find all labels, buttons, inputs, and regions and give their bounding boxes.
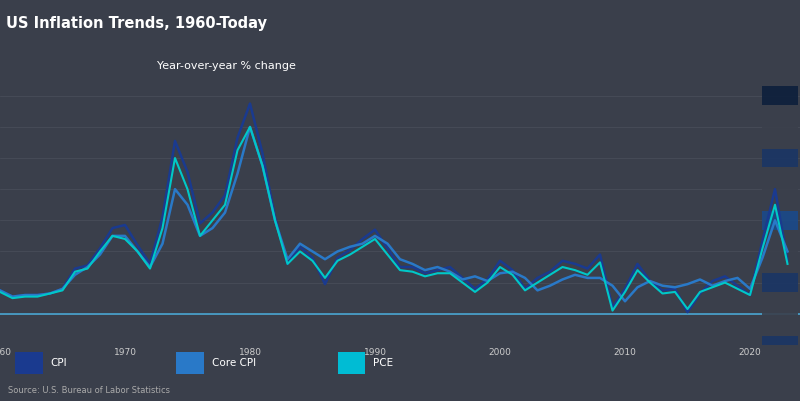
FancyBboxPatch shape [762, 211, 798, 230]
Bar [338, 352, 366, 374]
Text: CPI: CPI [50, 358, 67, 368]
FancyBboxPatch shape [762, 336, 798, 354]
FancyBboxPatch shape [762, 180, 798, 198]
Bar [176, 352, 204, 374]
FancyBboxPatch shape [762, 149, 798, 167]
FancyBboxPatch shape [762, 273, 798, 292]
Text: Year-over-year % change: Year-over-year % change [157, 61, 296, 71]
Text: Source: U.S. Bureau of Labor Statistics: Source: U.S. Bureau of Labor Statistics [8, 387, 170, 395]
Text: US Inflation Trends, 1960-Today: US Inflation Trends, 1960-Today [6, 16, 267, 31]
Text: PCE: PCE [373, 358, 393, 368]
FancyBboxPatch shape [762, 304, 798, 323]
Text: Core CPI: Core CPI [212, 358, 256, 368]
FancyBboxPatch shape [762, 87, 798, 105]
FancyBboxPatch shape [762, 242, 798, 261]
Bar [15, 352, 43, 374]
FancyBboxPatch shape [762, 117, 798, 136]
